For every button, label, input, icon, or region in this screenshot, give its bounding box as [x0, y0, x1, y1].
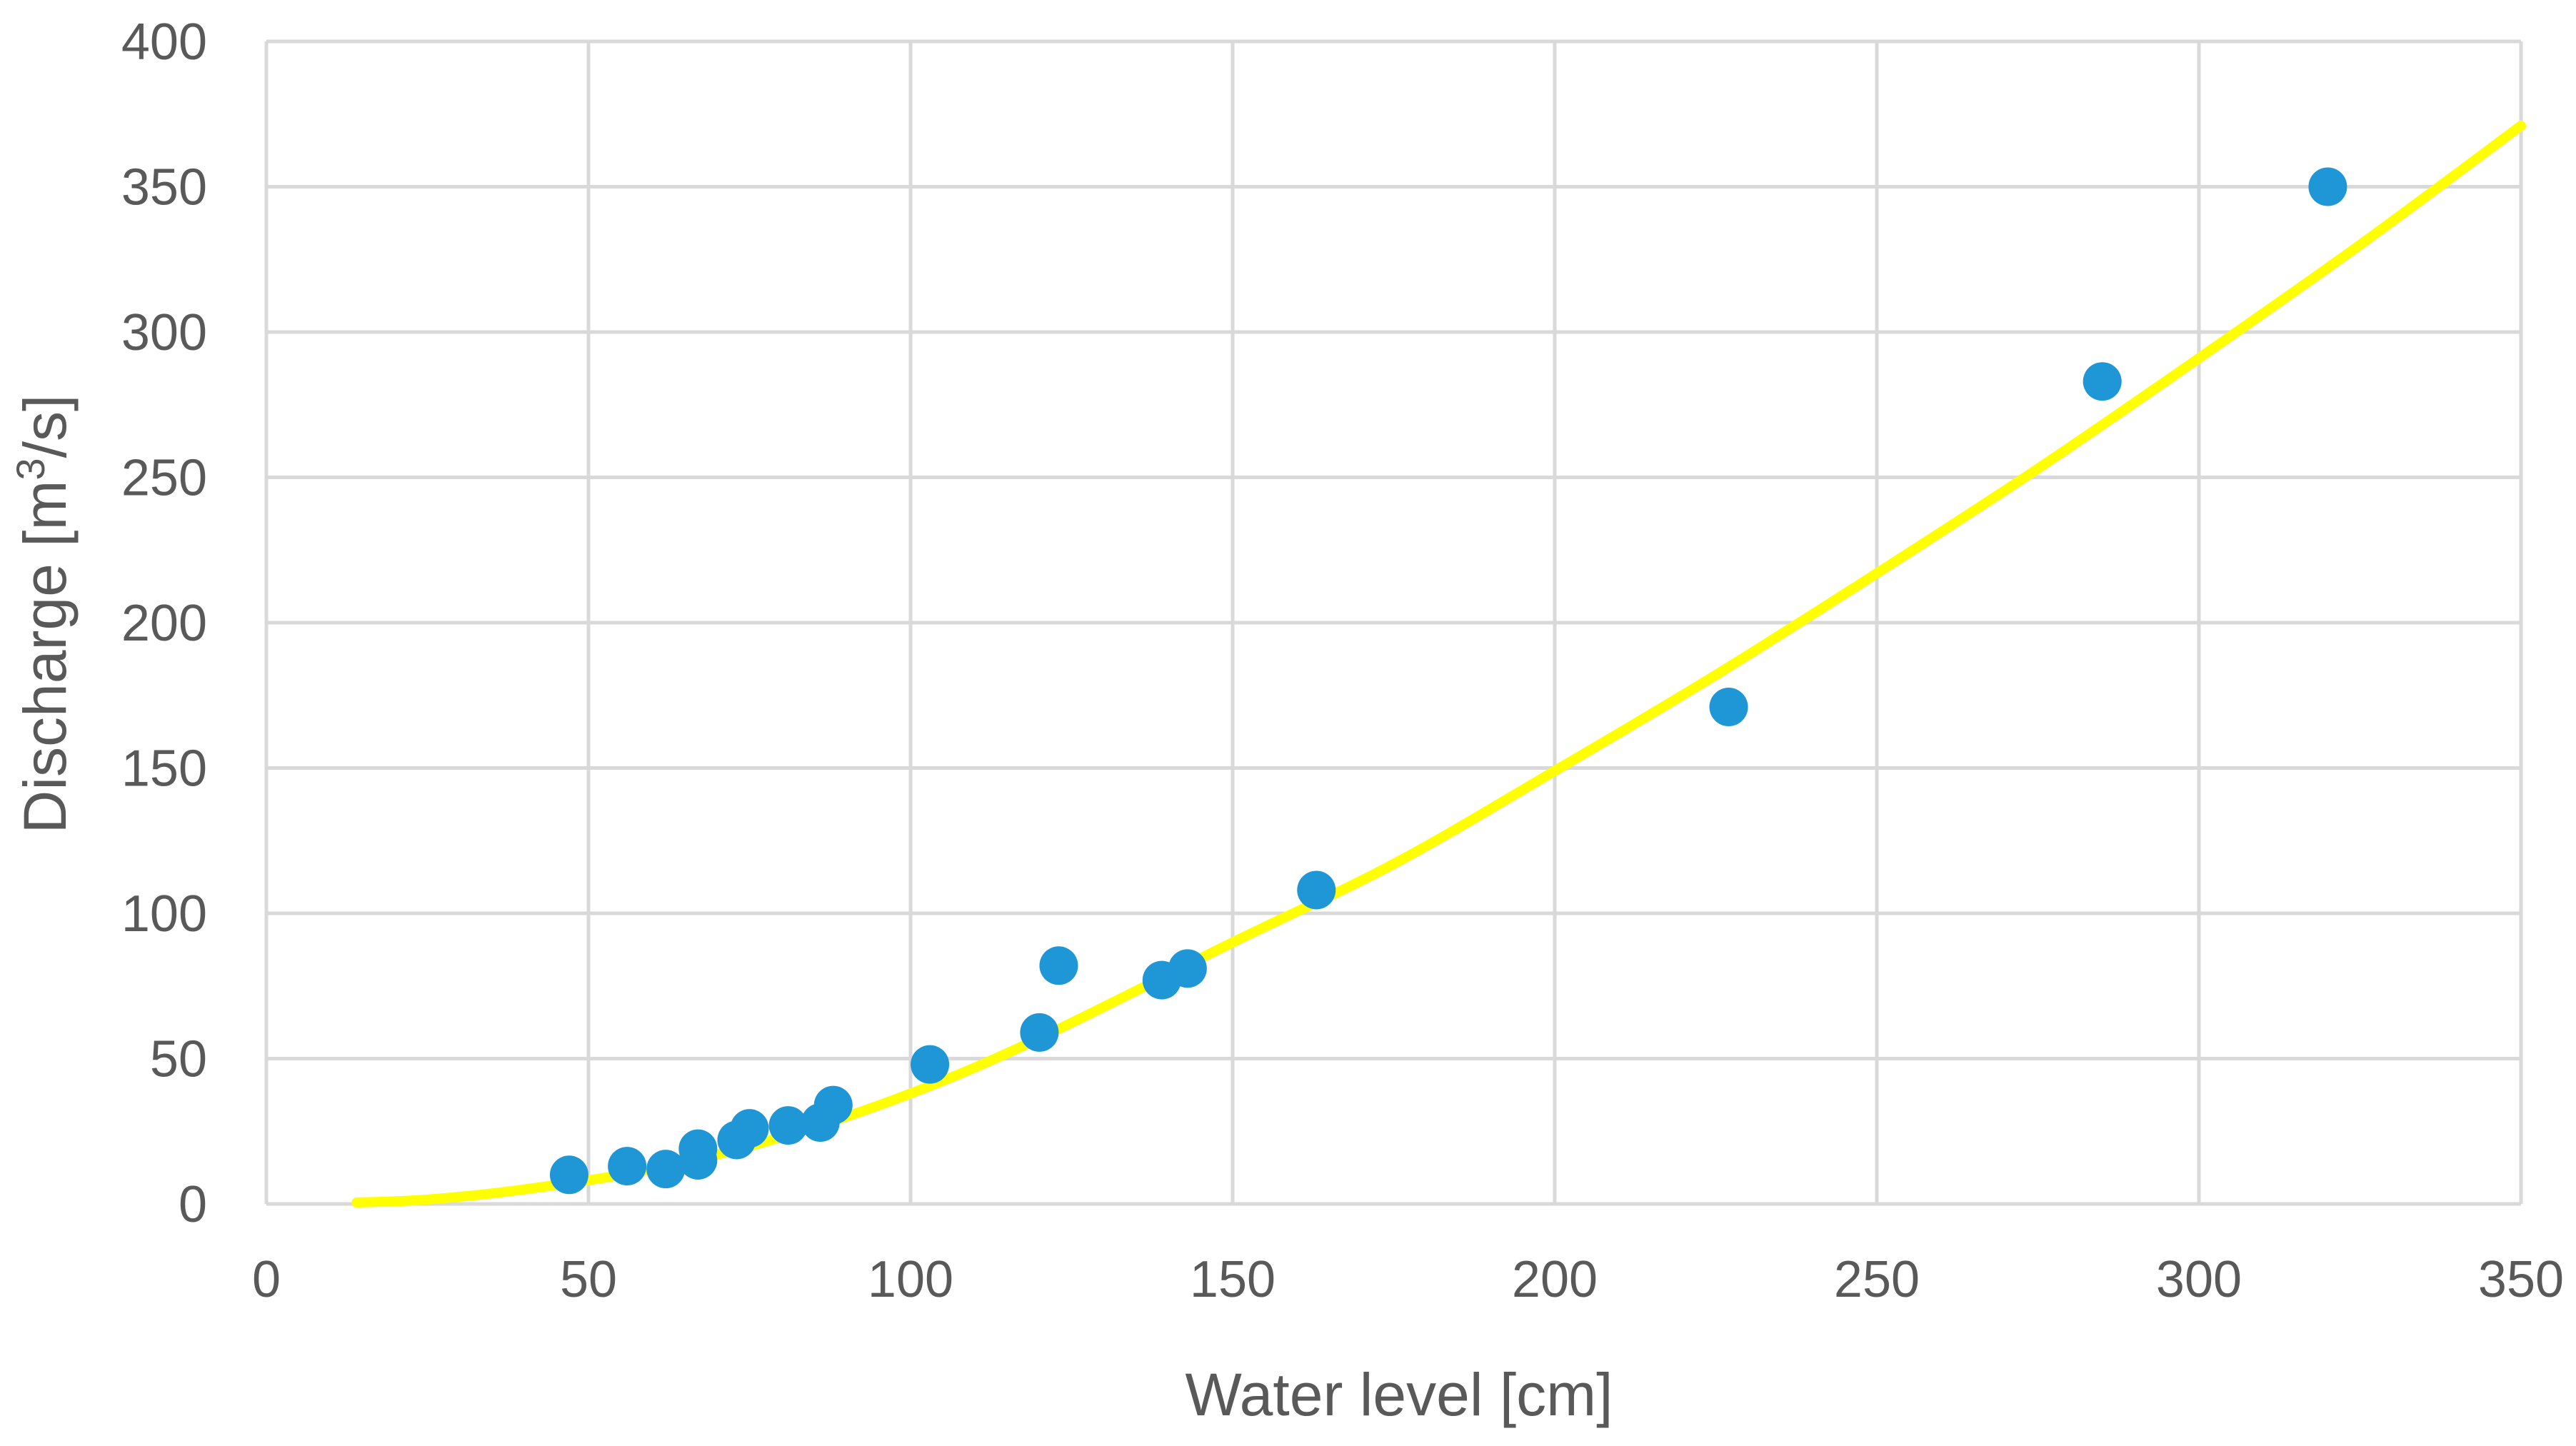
rating-curve-line — [351, 121, 2526, 1207]
y-tick-label: 150 — [121, 740, 207, 798]
data-point — [2308, 167, 2347, 206]
data-point — [1297, 870, 1336, 910]
y-tick-label: 400 — [121, 14, 207, 71]
x-tick-label: 50 — [560, 1251, 617, 1308]
data-point — [813, 1085, 853, 1125]
grid-lines — [266, 39, 2523, 1204]
data-points-layer — [549, 167, 2347, 1195]
y-axis-title: Discharge [m3/s] — [8, 395, 79, 834]
y-tick-labels: 0 50 100 150 200 250 300 350 400 — [121, 14, 207, 1233]
y-tick-label: 50 — [150, 1031, 207, 1088]
y-tick-label: 200 — [121, 595, 207, 652]
data-point — [1039, 946, 1078, 985]
y-tick-label: 350 — [121, 159, 207, 216]
y-tick-label: 0 — [179, 1176, 207, 1233]
data-point — [549, 1155, 588, 1195]
data-point — [1709, 688, 1748, 727]
x-tick-label: 350 — [2478, 1251, 2564, 1308]
x-tick-label: 300 — [2156, 1251, 2242, 1308]
x-axis-title: Water level [cm] — [1186, 1361, 1613, 1428]
axes — [264, 41, 2521, 1206]
data-point — [678, 1140, 718, 1180]
y-axis-title-end: /s] — [11, 395, 79, 458]
x-tick-label: 100 — [868, 1251, 953, 1308]
y-tick-label: 300 — [121, 304, 207, 361]
rating-curve-layer — [351, 121, 2526, 1207]
y-axis-title-superscript: 3 — [8, 458, 53, 480]
data-point — [911, 1045, 950, 1084]
data-point — [2083, 362, 2122, 401]
y-tick-label: 250 — [121, 450, 207, 507]
x-tick-label: 0 — [252, 1251, 281, 1308]
data-point — [646, 1150, 686, 1189]
data-point — [1020, 1013, 1059, 1052]
x-tick-labels: 0 50 100 150 200 250 300 350 — [252, 1251, 2564, 1308]
y-tick-label: 100 — [121, 885, 207, 943]
data-point — [608, 1147, 647, 1186]
data-point — [768, 1106, 808, 1145]
x-tick-label: 150 — [1190, 1251, 1276, 1308]
data-point — [730, 1109, 769, 1148]
y-axis-title-main: Discharge [m — [11, 481, 79, 834]
x-tick-label: 250 — [1834, 1251, 1920, 1308]
data-point — [1168, 949, 1207, 988]
x-tick-label: 200 — [1512, 1251, 1598, 1308]
